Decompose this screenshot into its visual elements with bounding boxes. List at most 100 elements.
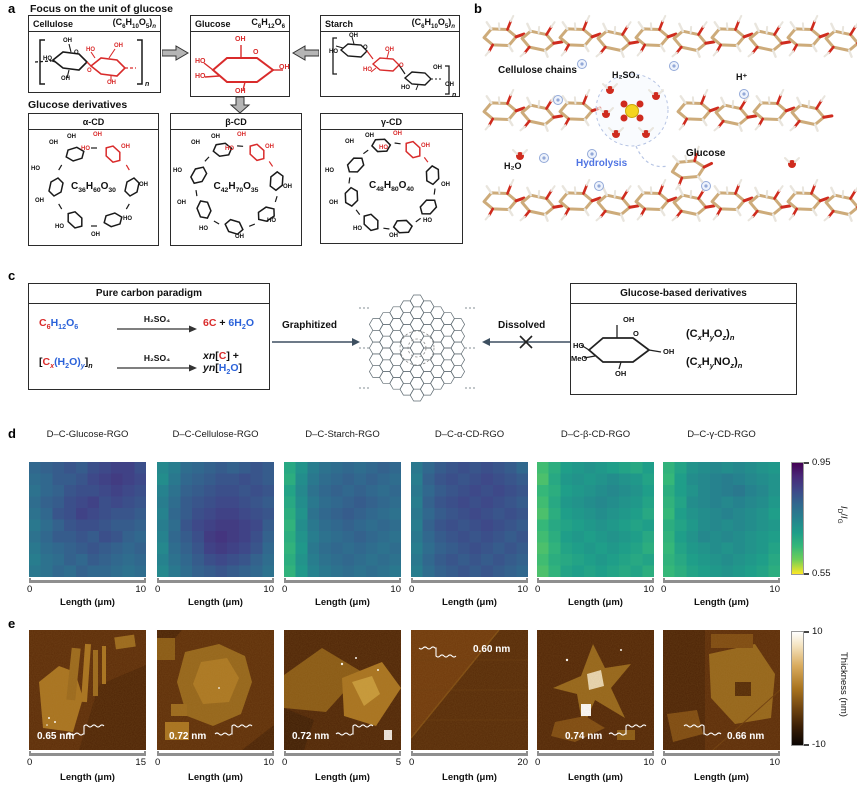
alpha-cd-structure: C36H60O30 OH HO OH OH HO OH HO OH HO OH OH <box>29 130 158 247</box>
x-axis-label-2: Length (μm) <box>188 597 243 608</box>
cd-glycosidic-bond <box>125 203 130 210</box>
panel-a-letter: a <box>8 1 16 16</box>
reaction-1-reactant: C6H12O6 <box>39 316 79 332</box>
x-tick: 10 <box>643 584 654 595</box>
colorbar-tick <box>804 573 809 575</box>
cd-glucose-unit <box>105 145 121 164</box>
x-axis-label-6: Length (μm) <box>694 597 749 608</box>
molecule-label: OH <box>389 233 398 239</box>
derivative-formulas: (CxHyOz)n (CxHyNOz)n <box>686 304 796 394</box>
x-tick: 0 <box>27 584 33 595</box>
gamma-cd-box: γ-CD C48H80O40 OH HO OH OH HO OH HO OH HO OH OH <box>320 113 463 244</box>
raman-colorbar-max: 0.95 <box>812 457 831 468</box>
x-axis-4 <box>411 577 528 583</box>
cd-glucose-unit <box>425 164 440 186</box>
molecule-label: HO <box>401 85 410 91</box>
cellulose-monomer <box>674 87 721 132</box>
x-axis-afm-5 <box>537 750 654 756</box>
cellulose-name: Cellulose <box>33 18 74 29</box>
cd-glucose-unit <box>363 213 379 232</box>
x-axis-1 <box>29 577 146 583</box>
cd-glucose-unit <box>269 170 284 192</box>
molecule-label: OH <box>67 134 76 140</box>
reaction-2-condition: H₂SO₄ <box>143 353 171 364</box>
molecule-label: HO <box>81 146 90 152</box>
molecule-label: H⁺ <box>736 72 748 82</box>
cellulose-monomer <box>822 18 857 62</box>
molecule-label: HO <box>86 47 95 53</box>
raman-colorbar <box>791 462 804 575</box>
cd-glucose-unit <box>103 212 123 228</box>
x-tick: 10 <box>643 757 654 768</box>
alpha-cd-formula: C36H60O30 <box>71 181 116 194</box>
cd-glycosidic-bond <box>125 164 130 171</box>
x-axis-label-1: Length (μm) <box>60 597 115 608</box>
cd-glucose-unit <box>65 146 85 162</box>
x-axis-label-5: Length (μm) <box>568 597 623 608</box>
molecule-label: HO <box>423 218 432 224</box>
cd-glucose-unit <box>392 219 414 234</box>
thickness-colorbar-max: 10 <box>812 626 823 637</box>
molecule-label: OH <box>329 200 338 206</box>
molecule-label: O <box>399 63 404 69</box>
molecule-label: Glucose <box>686 148 726 159</box>
cellulose-monomer <box>750 87 797 132</box>
x-axis-label-afm-2: Length (μm) <box>188 772 243 783</box>
reaction-1-product: 6C + 6H2O <box>203 316 254 332</box>
molecule-label: OH <box>35 198 44 204</box>
dissolved-label: Dissolved <box>498 320 546 331</box>
derivative-formula-oxygen: (CxHyOz)n <box>686 327 735 342</box>
colorbar-tick <box>804 744 809 746</box>
molecule-label: HO <box>329 49 338 55</box>
molecule-label: OH <box>365 133 374 139</box>
cellulose-formula: (C6H10O5)n <box>112 17 156 30</box>
beta-cd-structure: C42H70O35 OH HO OH OH HO OH HO OH HO OH OH <box>171 130 301 247</box>
cd-glycosidic-bond <box>383 227 390 230</box>
gamma-cd-formula: C48H80O40 <box>369 180 414 193</box>
molecule-label: OH <box>283 184 292 190</box>
cd-glucose-unit <box>346 157 365 173</box>
x-tick: 0 <box>27 757 33 768</box>
molecule-label: OH <box>61 76 70 82</box>
x-axis-5 <box>537 577 654 583</box>
flake-core-circle <box>407 338 427 358</box>
cellulose-monomer <box>632 13 679 58</box>
x-tick: 10 <box>135 584 146 595</box>
raman-map-canvas-4 <box>411 462 528 577</box>
molecule-label: HO <box>123 216 132 222</box>
cd-glycosidic-bond <box>268 161 274 167</box>
cd-glucose-unit <box>67 210 83 229</box>
reaction-2-product: xn[C] + yn[H2O] <box>203 350 242 377</box>
raman-map-canvas-5 <box>537 462 654 577</box>
cellulose-monomer <box>712 92 760 136</box>
cd-glycosidic-bond <box>58 164 63 171</box>
reaction-arrow-icon <box>117 364 197 372</box>
cellulose-monomer <box>518 18 566 62</box>
alpha-cd-header: α-CD <box>29 114 158 130</box>
cd-glycosidic-bond <box>415 217 421 223</box>
x-tick: 10 <box>390 584 401 595</box>
thickness-colorbar-min: -10 <box>812 739 826 750</box>
reaction-arrow-icon <box>117 325 197 333</box>
molecule-label: HO <box>573 341 585 350</box>
x-tick: 0 <box>535 584 541 595</box>
thickness-colorbar <box>791 631 804 746</box>
x-axis-label-4: Length (μm) <box>442 597 497 608</box>
molecule-label: OH <box>615 369 627 378</box>
molecule-label: OH <box>235 36 246 43</box>
x-tick: 5 <box>395 757 401 768</box>
raman-map-title-4: D–C-α-CD-RGO <box>434 429 505 440</box>
x-axis-3 <box>284 577 401 583</box>
x-axis-6 <box>663 577 780 583</box>
pure-carbon-paradigm-header: Pure carbon paradigm <box>29 284 269 304</box>
molecule-label: OH <box>279 64 290 71</box>
molecule-label: OH <box>63 38 72 44</box>
molecule-label: HO <box>325 168 334 174</box>
molecule-label: n <box>145 81 150 88</box>
beta-cd-box: β-CD C42H70O35 OH HO OH OH HO OH HO OH HO OH OH <box>170 113 302 246</box>
glucose-derivatives-label: Glucose derivatives <box>28 99 128 111</box>
molecule-label: OH <box>265 144 274 150</box>
cellulose-monomer <box>480 87 527 132</box>
x-tick: 0 <box>155 584 161 595</box>
raman-map-title-6: D–C-γ-CD-RGO <box>687 429 756 440</box>
